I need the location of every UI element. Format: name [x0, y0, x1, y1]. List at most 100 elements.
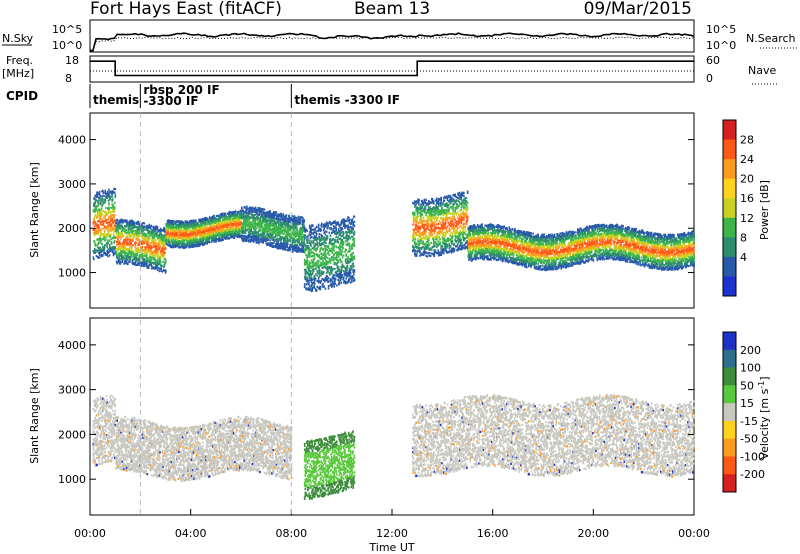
echo-cell — [94, 252, 96, 254]
echo-cell — [305, 231, 307, 233]
nsky-tick-low: 10^0 — [52, 39, 82, 52]
echo-cell — [126, 229, 128, 231]
echo-cell — [110, 233, 112, 235]
echo-cell — [310, 245, 312, 247]
echo-cell — [164, 246, 166, 248]
echo-cell — [116, 219, 118, 221]
echo-cell — [150, 225, 152, 227]
echo-cell — [222, 221, 224, 223]
echo-cell — [157, 258, 159, 260]
echo-cell — [132, 244, 134, 246]
echo-cell — [99, 254, 101, 256]
echo-cell — [317, 238, 319, 240]
echo-cell — [315, 268, 317, 270]
echo-cell — [144, 222, 146, 224]
nsky-label: N.Sky — [2, 32, 34, 45]
echo-cell — [318, 236, 320, 238]
echo-cell — [269, 239, 271, 241]
echo-cell — [205, 222, 207, 224]
echo-cell — [146, 263, 148, 265]
echo-cell — [111, 242, 113, 244]
echo-cell — [169, 241, 171, 243]
echo-cell — [123, 235, 125, 237]
echo-cell — [318, 276, 320, 278]
echo-cell — [163, 255, 165, 257]
echo-cell — [307, 238, 309, 240]
freq-label: Freq. — [6, 54, 33, 67]
echo-cell — [249, 221, 251, 223]
echo-cell — [133, 230, 135, 232]
echo-cell — [320, 239, 322, 241]
echo-cell — [272, 234, 274, 236]
cpid-segment-label: -3300 IF — [143, 94, 198, 108]
echo-cell — [124, 250, 126, 252]
nave-label: Nave — [748, 64, 776, 77]
echo-cell — [134, 236, 136, 238]
echo-cell — [125, 225, 127, 227]
echo-cell — [130, 243, 132, 245]
echo-cell — [313, 231, 315, 233]
echo-cell — [293, 238, 295, 240]
echo-cell — [110, 211, 112, 213]
echo-cell — [101, 228, 103, 230]
echo-cell — [307, 277, 309, 279]
echo-cell — [122, 229, 124, 231]
echo-cell — [161, 265, 163, 267]
echo-cell — [300, 222, 302, 224]
echo-cell — [304, 284, 306, 286]
echo-cell — [94, 240, 96, 242]
echo-cell — [124, 228, 126, 230]
echo-cell — [264, 209, 266, 211]
echo-cell — [245, 232, 247, 234]
echo-cell — [101, 208, 103, 210]
echo-cell — [97, 216, 99, 218]
echo-cell — [98, 242, 100, 244]
echo-cell — [165, 248, 167, 250]
nsearch-tick-high: 10^5 — [706, 23, 736, 36]
echo-cell — [273, 242, 275, 244]
echo-cell — [196, 239, 198, 241]
echo-cell — [101, 238, 103, 240]
echo-cell — [267, 239, 269, 241]
echo-cell — [113, 229, 115, 231]
echo-cell — [115, 246, 117, 248]
echo-cell — [100, 216, 102, 218]
echo-cell — [246, 239, 248, 241]
freq-unit: [MHz] — [2, 67, 34, 80]
echo-cell — [134, 222, 136, 224]
echo-cell — [149, 237, 151, 239]
echo-cell — [127, 235, 129, 237]
echo-cell — [142, 255, 144, 257]
echo-cell — [274, 218, 276, 220]
echo-cell — [111, 219, 113, 221]
echo-cell — [117, 229, 119, 231]
echo-cell — [99, 209, 101, 211]
echo-cell — [317, 262, 319, 264]
echo-cell — [312, 225, 314, 227]
echo-cell — [155, 242, 157, 244]
echo-cell — [141, 265, 143, 267]
echo-cell — [99, 256, 101, 258]
echo-cell — [256, 227, 258, 229]
echo-cell — [108, 193, 110, 195]
echo-cell — [106, 219, 108, 221]
echo-cell — [239, 233, 241, 235]
echo-cell — [215, 241, 217, 243]
echo-cell — [104, 230, 106, 232]
echo-cell — [311, 276, 313, 278]
echo-cell — [94, 214, 96, 216]
echo-cell — [264, 234, 266, 236]
echo-cell — [311, 233, 313, 235]
echo-cell — [281, 213, 283, 215]
nsearch-label: N.Search — [746, 32, 796, 45]
echo-cell — [317, 241, 319, 243]
echo-cell — [102, 254, 104, 256]
echo-cell — [245, 227, 247, 229]
echo-cell — [106, 246, 108, 248]
echo-cell — [122, 232, 124, 234]
echo-cell — [283, 213, 285, 215]
echo-cell — [303, 219, 305, 221]
echo-cell — [322, 283, 324, 285]
echo-cell — [138, 243, 140, 245]
echo-cell — [157, 269, 159, 271]
